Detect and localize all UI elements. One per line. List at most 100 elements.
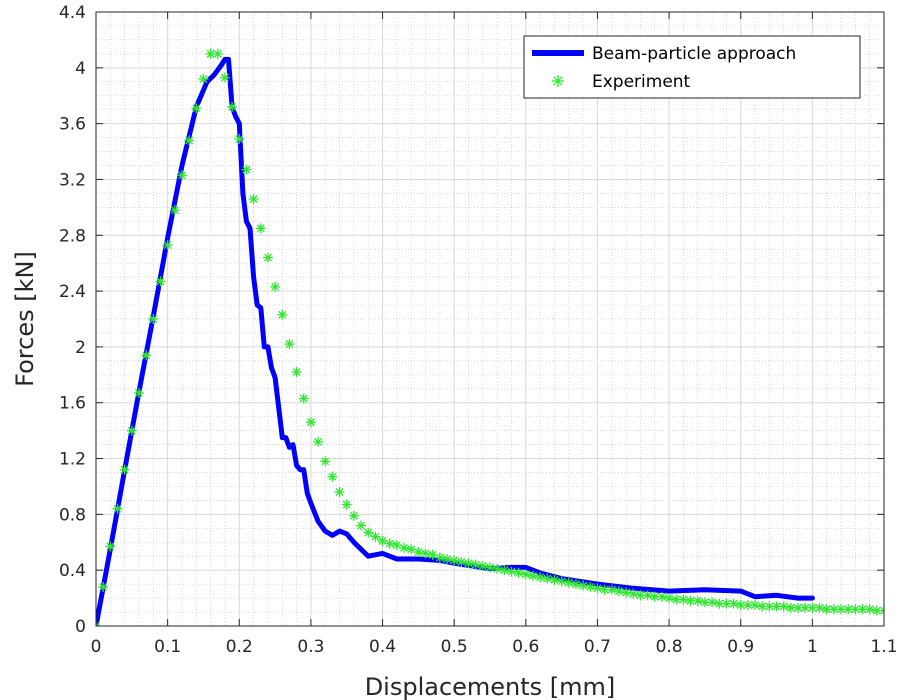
data-point-experiment <box>112 503 123 514</box>
data-point-experiment <box>678 594 689 605</box>
x-tick-label: 1.1 <box>870 637 897 657</box>
data-point-experiment <box>592 583 603 594</box>
series-layer <box>96 48 884 626</box>
x-tick-label: 0.6 <box>512 637 539 657</box>
y-tick-label: 4.4 <box>59 3 86 23</box>
y-tick-label: 1.6 <box>59 394 86 414</box>
data-point-experiment <box>96 621 101 626</box>
data-point-experiment <box>255 223 266 234</box>
x-axis-ticks: 0 0.1 0.2 0.3 0.4 0.5 0.6 0.7 0.8 0.9 1 1.1 <box>91 12 898 657</box>
data-point-experiment <box>227 101 238 112</box>
major-grid <box>95 11 885 627</box>
data-point-experiment <box>764 601 775 612</box>
data-point-experiment <box>119 464 130 475</box>
y-tick-label: 1.2 <box>59 450 86 470</box>
data-point-experiment <box>291 367 302 378</box>
data-point-experiment <box>212 48 223 59</box>
data-point-experiment <box>635 590 646 601</box>
data-point-experiment <box>656 591 667 602</box>
data-point-experiment <box>133 387 144 398</box>
data-point-experiment <box>384 538 395 549</box>
data-point-experiment <box>535 572 546 583</box>
y-tick-label: 0.8 <box>59 505 86 525</box>
data-point-experiment <box>191 103 202 114</box>
data-point-experiment <box>141 350 152 361</box>
data-point-experiment <box>628 588 639 599</box>
data-point-experiment <box>778 601 789 612</box>
y-tick-label: 0.4 <box>59 561 86 581</box>
data-point-experiment <box>413 547 424 558</box>
x-tick-label: 0.1 <box>154 637 181 657</box>
x-tick-label: 0.2 <box>226 637 253 657</box>
legend-box <box>523 35 861 99</box>
data-point-experiment <box>585 581 596 592</box>
data-point-experiment <box>198 73 209 84</box>
data-point-experiment <box>219 72 230 83</box>
y-tick-label: 2.4 <box>59 282 86 302</box>
legend-label-experiment: Experiment <box>592 72 691 92</box>
data-point-experiment <box>363 527 374 538</box>
x-tick-label: 0.5 <box>441 637 468 657</box>
x-tick-label: 1 <box>807 637 818 657</box>
data-point-experiment <box>692 595 703 606</box>
data-point-experiment <box>649 591 660 602</box>
data-point-experiment <box>463 558 474 569</box>
data-point-experiment <box>98 581 109 592</box>
data-point-experiment <box>621 587 632 598</box>
data-point-experiment <box>485 562 495 573</box>
plot-frame <box>95 11 885 627</box>
data-point-experiment <box>348 510 359 521</box>
data-point-experiment <box>327 471 338 482</box>
y-axis-ticks: 0 0.4 0.8 1.2 1.6 2 2.4 2.8 3.2 3.6 4 4.4 <box>59 3 884 637</box>
data-point-experiment <box>556 576 567 587</box>
data-point-experiment <box>642 590 653 601</box>
y-tick-label: 4 <box>75 59 86 79</box>
x-tick-label: 0 <box>91 637 102 657</box>
data-point-experiment <box>664 593 675 604</box>
x-tick-label: 0.7 <box>584 637 611 657</box>
data-point-experiment <box>520 569 531 580</box>
data-point-experiment <box>126 425 137 436</box>
plot-area <box>95 11 885 627</box>
data-point-experiment <box>477 560 488 571</box>
data-point-experiment <box>542 573 553 584</box>
data-point-experiment <box>313 436 324 447</box>
data-point-experiment <box>341 499 352 510</box>
data-point-experiment <box>420 548 431 559</box>
data-point-experiment <box>184 135 195 146</box>
legend: Beam-particle approach Experiment <box>523 35 861 99</box>
x-axis-label: Displacements [mm] <box>365 673 616 700</box>
data-point-experiment <box>456 556 467 567</box>
x-tick-label: 0.4 <box>369 637 396 657</box>
data-point-experiment <box>513 567 524 578</box>
x-tick-label: 0.9 <box>727 637 754 657</box>
data-point-experiment <box>563 577 574 588</box>
x-tick-label: 0.3 <box>297 637 324 657</box>
data-point-experiment <box>320 456 331 467</box>
data-point-experiment <box>750 600 761 611</box>
data-point-experiment <box>248 193 259 204</box>
data-point-experiment <box>370 531 381 542</box>
y-tick-label: 3.2 <box>59 170 86 190</box>
data-point-experiment <box>527 570 538 581</box>
data-point-experiment <box>578 580 589 591</box>
data-point-experiment <box>176 170 187 181</box>
data-point-experiment <box>234 133 245 144</box>
legend-label-beam-particle: Beam-particle approach <box>592 44 796 64</box>
y-tick-label: 2 <box>75 338 86 358</box>
data-point-experiment <box>707 597 718 608</box>
data-point-experiment <box>449 555 460 566</box>
data-point-experiment <box>356 520 367 531</box>
data-point-experiment <box>277 309 288 320</box>
data-point-experiment <box>814 602 825 613</box>
data-point-experiment <box>241 164 252 175</box>
data-point-experiment <box>169 205 180 216</box>
data-point-experiment <box>499 565 510 576</box>
data-point-experiment <box>262 252 273 263</box>
data-point-experiment <box>434 552 445 563</box>
data-point-experiment <box>606 584 617 595</box>
data-point-experiment <box>270 281 281 292</box>
data-point-experiment <box>105 541 116 552</box>
data-point-experiment <box>298 393 309 404</box>
